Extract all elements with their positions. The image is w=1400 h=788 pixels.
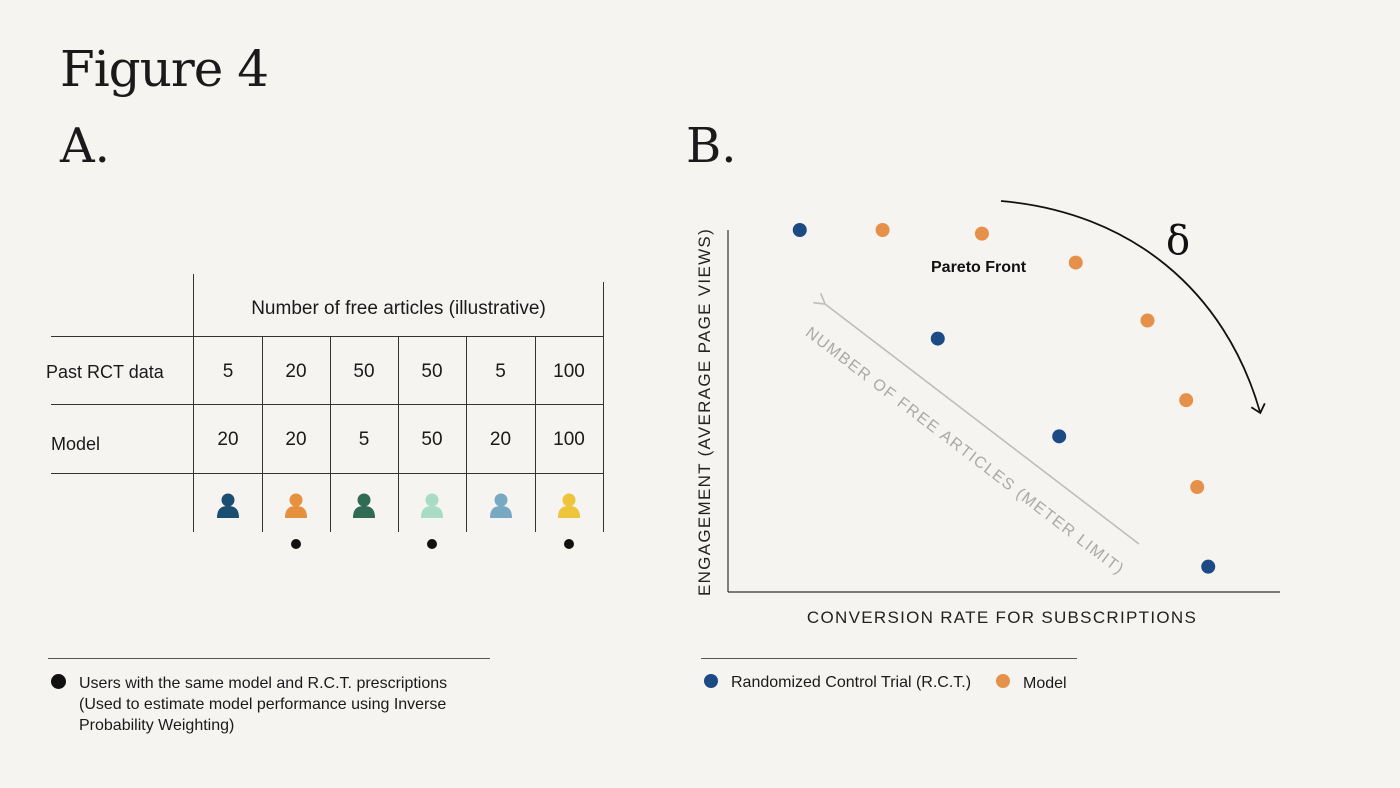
table-cell: 100 [553, 361, 585, 382]
user-icon [285, 493, 307, 518]
model-point [974, 226, 989, 241]
user-icon [558, 493, 580, 518]
model-dot-icon [996, 674, 1010, 688]
meter-limit-label: NUMBER OF FREE ARTICLES (METER LIMIT) [802, 324, 1127, 578]
model-point [875, 223, 890, 237]
scatter-points [792, 223, 1216, 574]
rct-point [792, 223, 807, 237]
model-point [1190, 480, 1205, 495]
table-line [603, 282, 604, 532]
table-cell: 100 [553, 429, 585, 450]
user-icon [490, 493, 512, 518]
user-icon [217, 493, 239, 518]
table-header: Number of free articles (illustrative) [251, 298, 546, 319]
table-line [330, 337, 331, 532]
model-point [1140, 313, 1155, 328]
match-dot [427, 539, 437, 549]
table-cell: 5 [358, 429, 370, 450]
user-icon [353, 493, 375, 518]
table-cell: 5 [495, 361, 506, 382]
delta-symbol: δ [1166, 218, 1190, 264]
row-label-rct: Past RCT data [46, 362, 164, 382]
legend-model-label: Model [1023, 675, 1067, 692]
table-cell: 20 [217, 429, 239, 450]
table-line [51, 336, 604, 337]
model-point [1179, 393, 1194, 408]
meter-limit-arrow [813, 292, 1140, 545]
model-point [1068, 255, 1083, 270]
legend-rct-label: Randomized Control Trial (R.C.T.) [731, 674, 972, 691]
table-cell: 50 [421, 429, 443, 450]
legend-a-rule [48, 658, 490, 659]
legend-a-text: Users with the same model and R.C.T. pre… [79, 675, 448, 734]
table-cell: 20 [489, 429, 512, 450]
rct-point [1052, 429, 1067, 444]
table-cell: 5 [222, 361, 234, 382]
figure-title: Figure 4 [60, 40, 269, 98]
user-icons [217, 493, 580, 518]
user-icon [421, 493, 443, 518]
rct-point [930, 331, 945, 346]
table-line [193, 274, 194, 532]
table-line [262, 337, 263, 532]
table-cell: 20 [285, 361, 307, 382]
panel-a-label: A. [60, 118, 110, 174]
x-axis-label: CONVERSION RATE FOR SUBSCRIPTIONS [807, 608, 1197, 627]
rct-dot-icon [704, 674, 718, 688]
table-cell: 50 [421, 361, 443, 382]
table-line [535, 337, 536, 532]
y-axis-label: ENGAGEMENT (AVERAGE PAGE VIEWS) [695, 228, 714, 596]
table-line [51, 473, 604, 474]
table-cell: 20 [285, 429, 307, 450]
table-line [51, 404, 604, 405]
row-label-model: Model [51, 434, 101, 454]
legend-b-rule [701, 658, 1077, 659]
match-marks [291, 539, 574, 549]
rct-point [1201, 559, 1216, 574]
match-dot-icon [51, 674, 66, 689]
table-line [398, 337, 399, 532]
table-line [466, 337, 467, 532]
match-dot [564, 539, 574, 549]
pareto-front-label: Pareto Front [931, 259, 1027, 276]
panel-b-label: B. [686, 118, 737, 174]
delta-arc-arrow [1000, 200, 1266, 415]
match-dot [291, 539, 301, 549]
table-cell: 50 [353, 361, 375, 382]
